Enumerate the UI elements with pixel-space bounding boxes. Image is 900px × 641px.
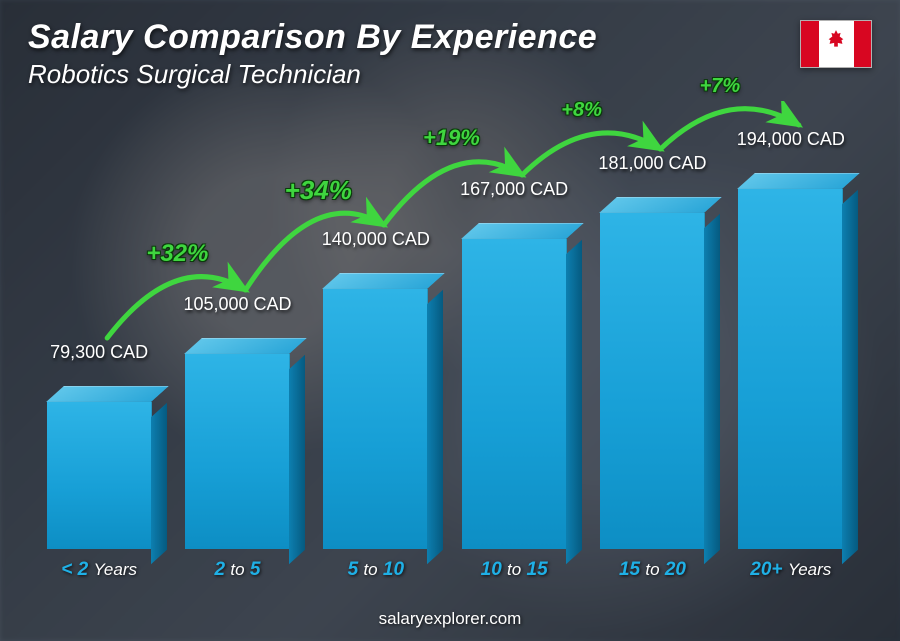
- bar-front-face: [462, 239, 567, 549]
- bar-group: 140,000 CAD: [307, 273, 445, 549]
- x-axis-label: 2 to 5: [168, 559, 306, 581]
- bar-3d: [185, 338, 290, 549]
- bar-group: 181,000 CAD: [583, 197, 721, 549]
- chart-title: Salary Comparison By Experience: [28, 18, 597, 57]
- bar-value-label: 140,000 CAD: [322, 229, 430, 250]
- bar-value-label: 79,300 CAD: [50, 342, 148, 363]
- bar-group: 79,300 CAD: [30, 386, 168, 549]
- flag-white-center: [819, 21, 854, 67]
- country-flag-canada: [800, 20, 872, 68]
- bar-side-face: [289, 355, 305, 564]
- bar-front-face: [600, 213, 705, 549]
- bar-front-face: [323, 289, 428, 549]
- bar-side-face: [427, 290, 443, 564]
- bar-top-face: [737, 173, 860, 189]
- increase-pct-label: +34%: [285, 175, 352, 206]
- chart-header: Salary Comparison By Experience Robotics…: [28, 18, 597, 90]
- bar-top-face: [46, 386, 169, 402]
- bar-top-face: [599, 197, 722, 213]
- bar-value-label: 194,000 CAD: [737, 129, 845, 150]
- bar-side-face: [704, 214, 720, 564]
- x-axis-label: < 2 Years: [30, 559, 168, 581]
- flag-red-right: [854, 21, 872, 67]
- bar-front-face: [47, 402, 152, 549]
- x-axis-label: 15 to 20: [583, 559, 721, 581]
- x-axis-label: 10 to 15: [445, 559, 583, 581]
- bar-group: 167,000 CAD: [445, 223, 583, 549]
- bar-3d: [738, 173, 843, 549]
- bar-chart: 79,300 CAD 105,000 CAD 140,000 CAD 167,0…: [30, 101, 860, 581]
- x-axis-label: 5 to 10: [307, 559, 445, 581]
- bar-value-label: 105,000 CAD: [183, 294, 291, 315]
- bar-front-face: [185, 354, 290, 549]
- bar-top-face: [322, 273, 445, 289]
- bar-group: 194,000 CAD: [722, 173, 860, 549]
- bar-3d: [47, 386, 152, 549]
- increase-pct-label: +19%: [423, 125, 480, 151]
- bar-side-face: [842, 190, 858, 564]
- bar-3d: [462, 223, 567, 549]
- increase-pct-label: +8%: [561, 99, 602, 122]
- bar-top-face: [184, 338, 307, 354]
- bar-group: 105,000 CAD: [168, 338, 306, 549]
- footer-attribution: salaryexplorer.com: [0, 609, 900, 629]
- bar-3d: [600, 197, 705, 549]
- bar-value-label: 181,000 CAD: [598, 153, 706, 174]
- x-axis-labels: < 2 Years2 to 55 to 1010 to 1515 to 2020…: [30, 559, 860, 581]
- bar-side-face: [151, 403, 167, 564]
- bars-row: 79,300 CAD 105,000 CAD 140,000 CAD 167,0…: [30, 101, 860, 549]
- increase-pct-label: +32%: [146, 240, 208, 268]
- maple-leaf-icon: [825, 30, 847, 58]
- x-axis-label: 20+ Years: [722, 559, 860, 581]
- flag-red-left: [801, 21, 819, 67]
- bar-3d: [323, 273, 428, 549]
- increase-pct-label: +7%: [700, 75, 741, 98]
- bar-front-face: [738, 189, 843, 549]
- bar-top-face: [461, 223, 584, 239]
- bar-value-label: 167,000 CAD: [460, 179, 568, 200]
- chart-subtitle: Robotics Surgical Technician: [28, 59, 597, 90]
- bar-side-face: [566, 240, 582, 564]
